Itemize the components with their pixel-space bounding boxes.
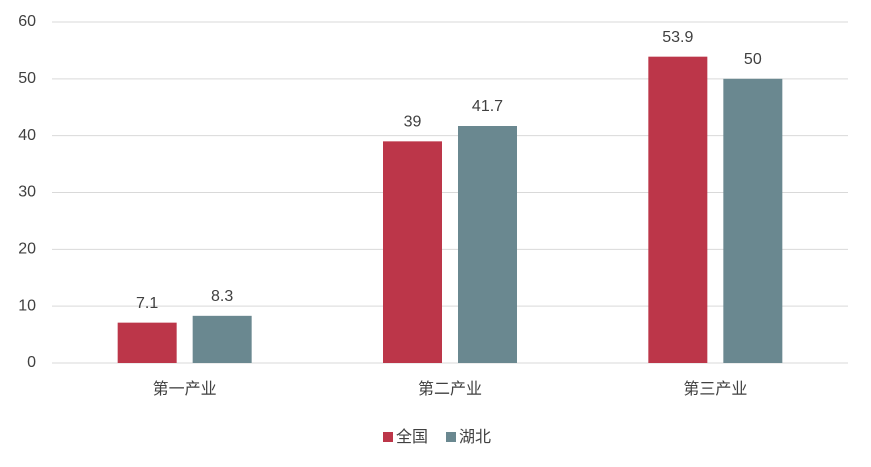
y-tick-label: 0 xyxy=(27,354,36,371)
x-tick-label: 第二产业 xyxy=(418,380,482,398)
y-tick-label: 40 xyxy=(18,127,36,144)
y-tick-label: 50 xyxy=(18,70,36,87)
bar xyxy=(383,141,442,363)
y-tick-label: 10 xyxy=(18,297,36,314)
y-tick-label: 20 xyxy=(18,241,36,258)
legend-swatch xyxy=(383,432,393,442)
data-label: 39 xyxy=(404,114,422,131)
data-label: 41.7 xyxy=(472,98,503,115)
data-label: 50 xyxy=(744,51,762,68)
legend-swatch xyxy=(446,432,456,442)
data-label: 53.9 xyxy=(662,29,693,46)
data-label: 8.3 xyxy=(211,288,233,305)
x-tick-label: 第三产业 xyxy=(683,380,747,398)
bar xyxy=(117,322,177,363)
bar xyxy=(648,56,708,363)
bar xyxy=(458,126,517,363)
legend-label: 湖北 xyxy=(459,428,491,446)
data-label: 7.1 xyxy=(136,295,158,312)
bar xyxy=(723,78,783,363)
y-tick-label: 30 xyxy=(18,184,36,201)
x-tick-label: 第一产业 xyxy=(153,380,217,398)
y-tick-label: 60 xyxy=(18,13,36,30)
legend-label: 全国 xyxy=(396,428,428,446)
bar xyxy=(192,315,252,363)
